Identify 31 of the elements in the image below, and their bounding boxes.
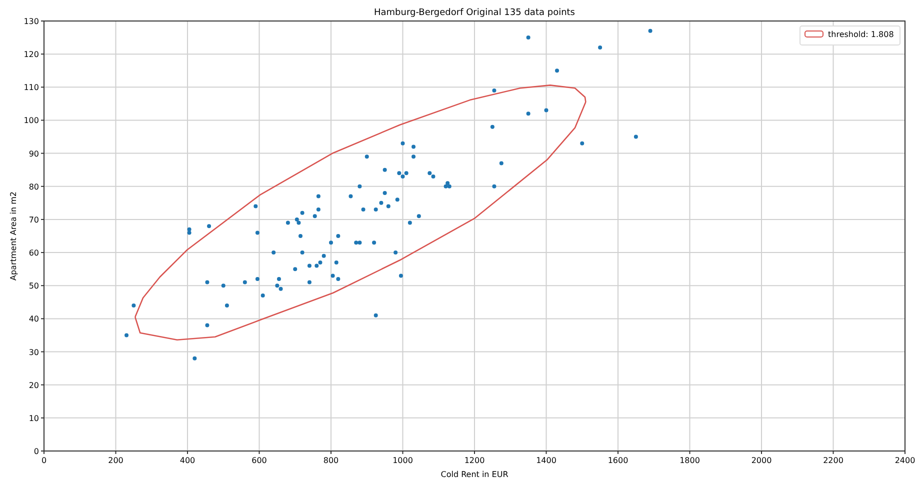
y-tick-label: 40 bbox=[28, 314, 39, 324]
y-tick-label: 50 bbox=[28, 282, 39, 291]
y-tick-label: 30 bbox=[28, 348, 39, 357]
y-tick-label: 70 bbox=[28, 215, 39, 224]
chart-title: Hamburg-Bergedorf Original 135 data points bbox=[374, 8, 576, 18]
legend-label: threshold: 1.808 bbox=[828, 30, 894, 39]
x-tick-label: 2400 bbox=[894, 456, 916, 465]
x-tick-label: 0 bbox=[41, 456, 47, 465]
x-tick-label: 200 bbox=[108, 456, 124, 465]
y-tick-label: 20 bbox=[28, 380, 39, 390]
x-tick-label: 2000 bbox=[751, 456, 772, 465]
x-tick-label: 1400 bbox=[536, 456, 556, 465]
x-tick-label: 1200 bbox=[464, 456, 485, 465]
y-tick-label: 110 bbox=[24, 83, 39, 92]
x-tick-label: 1000 bbox=[392, 456, 413, 465]
y-tick-label: 90 bbox=[28, 149, 39, 158]
x-tick-label: 1600 bbox=[608, 456, 628, 465]
y-tick-label: 100 bbox=[24, 116, 39, 126]
y-axis-title: Apartment Area in m2 bbox=[9, 191, 18, 281]
x-axis-title: Cold Rent in EUR bbox=[440, 470, 509, 479]
y-tick-label: 0 bbox=[34, 447, 39, 456]
x-tick-label: 800 bbox=[323, 456, 339, 465]
x-tick-label: 400 bbox=[180, 456, 196, 465]
x-tick-label: 1800 bbox=[680, 456, 700, 465]
y-tick-label: 80 bbox=[28, 182, 39, 192]
y-tick-label: 120 bbox=[24, 50, 39, 60]
y-tick-label: 130 bbox=[24, 17, 39, 26]
x-tick-label: 2200 bbox=[823, 456, 844, 465]
x-tick-label: 600 bbox=[252, 456, 267, 465]
y-tick-label: 10 bbox=[28, 414, 39, 423]
y-tick-label: 60 bbox=[28, 248, 39, 258]
